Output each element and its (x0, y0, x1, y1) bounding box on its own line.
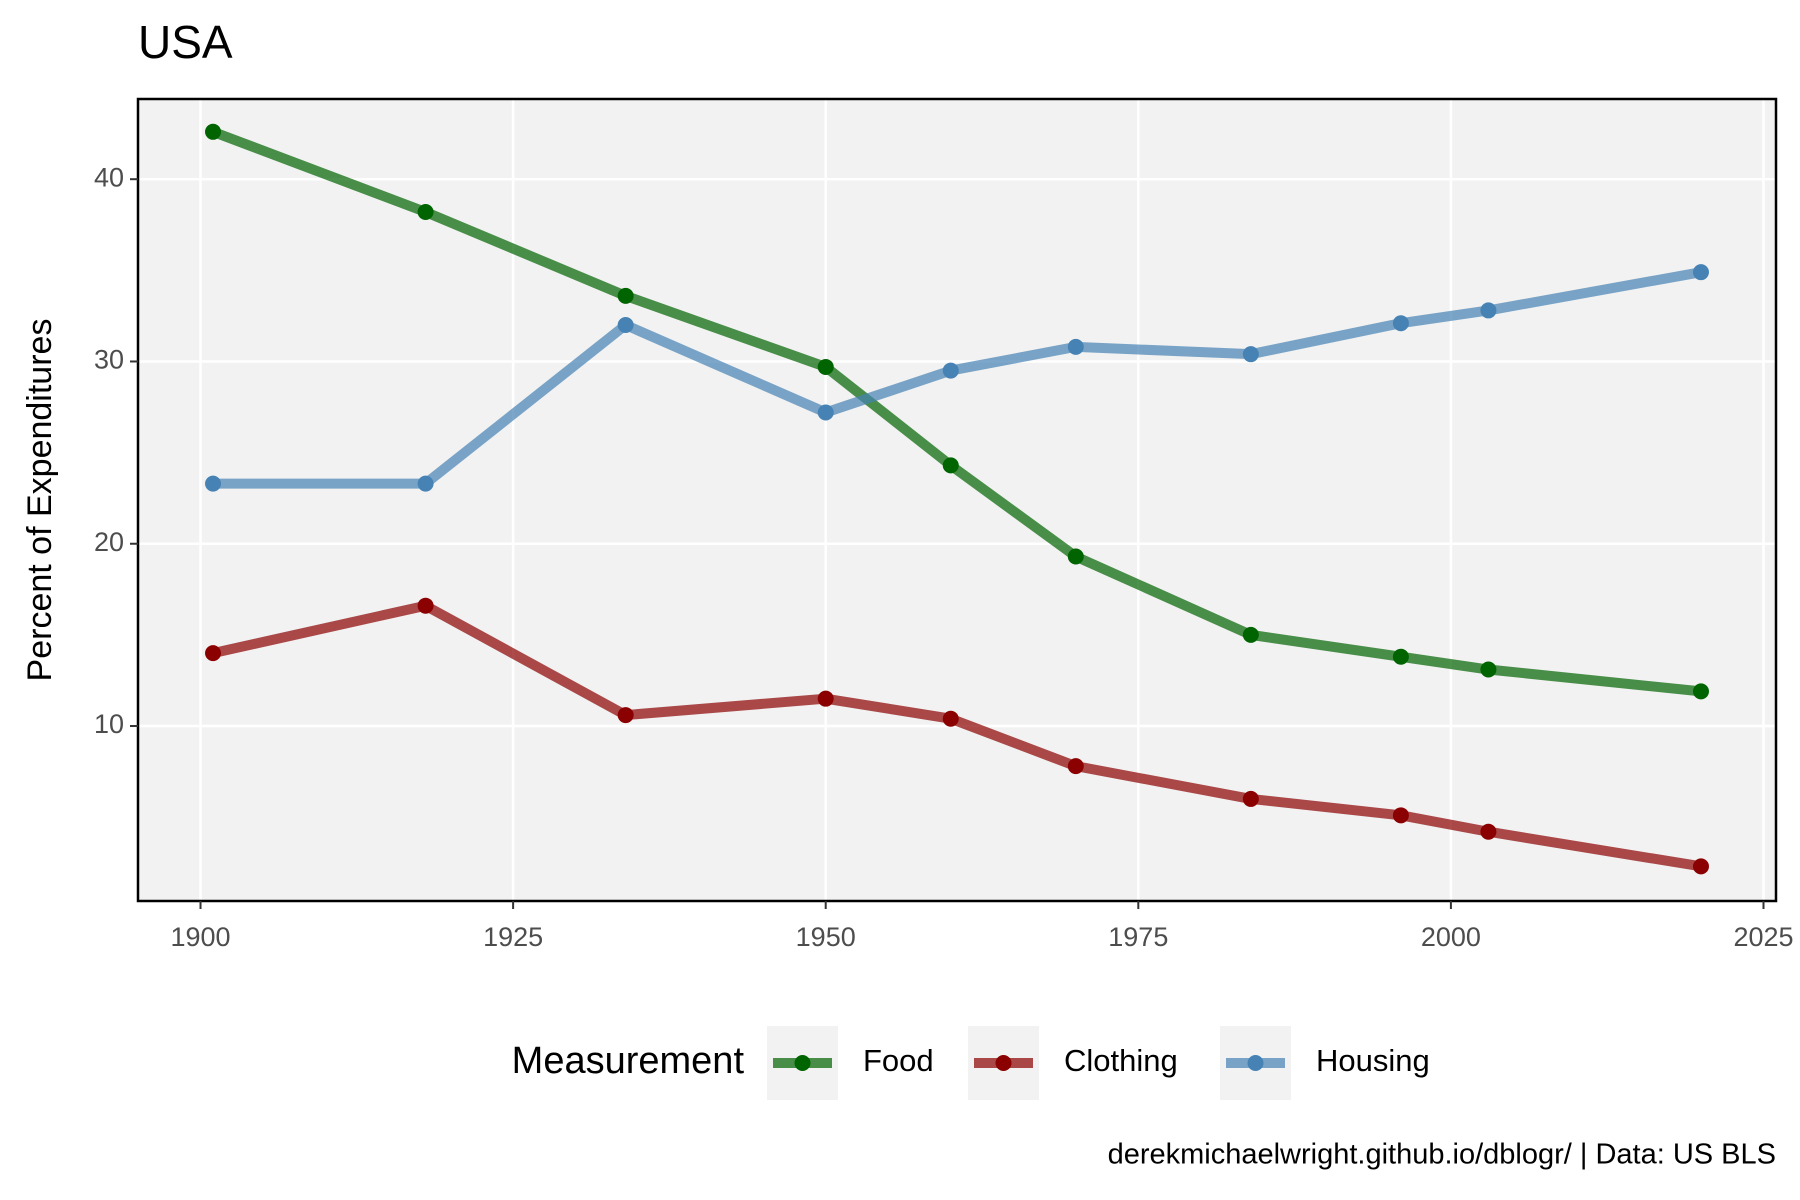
legend-key-point (794, 1055, 811, 1071)
data-point (1242, 346, 1259, 363)
series-line (211, 600, 1702, 872)
y-tick-label: 10 (94, 709, 124, 739)
series-line (213, 267, 1702, 489)
data-point (617, 287, 634, 304)
data-point (1692, 858, 1709, 875)
panel-border (136, 97, 1778, 903)
x-tick-label: 2025 (1733, 922, 1793, 952)
legend-key-point (995, 1055, 1012, 1071)
y-tick-label: 30 (94, 345, 124, 375)
data-point (942, 710, 959, 727)
x-tick-label: 1900 (170, 922, 230, 952)
data-point (1242, 790, 1259, 807)
legend: Food Clothing Housing (767, 1026, 1430, 1100)
data-point (617, 317, 634, 334)
data-point (942, 457, 959, 474)
series-line (211, 127, 1702, 697)
data-point (417, 597, 434, 614)
data-point (1480, 823, 1497, 840)
y-tick-label: 20 (94, 527, 124, 557)
data-point (817, 404, 834, 421)
x-tick-label: 1950 (796, 922, 856, 952)
chart-title: USA (138, 16, 233, 68)
data-point (205, 645, 222, 662)
y-tick-label: 40 (94, 162, 124, 192)
data-point (1392, 315, 1409, 332)
x-tick-label: 1975 (1108, 922, 1168, 952)
legend-title: Measurement (512, 1040, 745, 1082)
data-point (1692, 264, 1709, 281)
data-point (817, 690, 834, 707)
data-point (1392, 807, 1409, 824)
grid (138, 99, 1776, 901)
data-point (205, 475, 222, 492)
legend-key-point (1247, 1055, 1264, 1071)
data-point (205, 123, 222, 140)
data-point (817, 358, 834, 375)
data-point (1067, 338, 1084, 355)
data-point (617, 707, 634, 724)
lines (205, 123, 1709, 875)
legend-label: Clothing (1064, 1043, 1178, 1078)
y-axis-label: Percent of Expenditures (21, 319, 59, 682)
data-point (1692, 683, 1709, 700)
plot-panel (138, 99, 1776, 901)
legend-label: Housing (1316, 1043, 1430, 1078)
legend-label: Food (863, 1043, 934, 1078)
x-tick-label: 2000 (1421, 922, 1481, 952)
data-point (942, 362, 959, 379)
data-point (1392, 648, 1409, 665)
caption: derekmichaelwright.github.io/dblogr/ | D… (1108, 1139, 1776, 1171)
data-point (1067, 758, 1084, 775)
data-point (417, 204, 434, 221)
data-point (1067, 548, 1084, 565)
data-point (417, 475, 434, 492)
x-tick-label: 1925 (483, 922, 543, 952)
data-point (1480, 302, 1497, 319)
data-point (1480, 661, 1497, 678)
data-point (1242, 626, 1259, 643)
